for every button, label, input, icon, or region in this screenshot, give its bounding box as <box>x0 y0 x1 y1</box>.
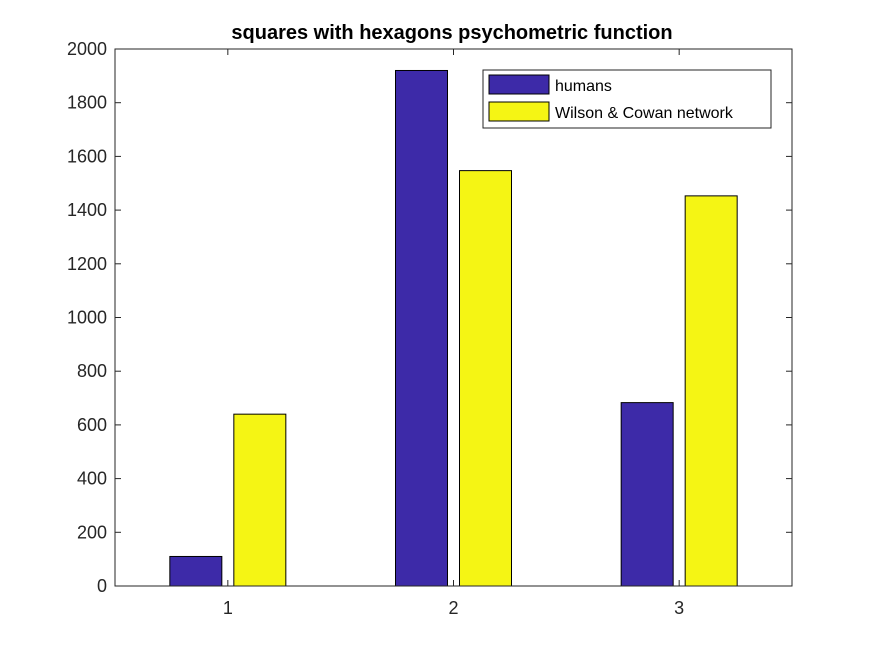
x-tick-label: 1 <box>223 598 233 618</box>
y-tick-label: 1800 <box>67 93 107 113</box>
bar-wilson-cowan-1 <box>233 413 287 587</box>
chart-title: squares with hexagons psychometric funct… <box>231 22 672 44</box>
y-tick-label: 600 <box>77 415 107 435</box>
y-tick-label: 1000 <box>67 308 107 328</box>
y-tick-label: 2000 <box>67 39 107 59</box>
y-tick-label: 1400 <box>67 200 107 220</box>
legend-label-humans: humans <box>555 78 612 95</box>
y-tick-label: 200 <box>77 522 107 542</box>
bar-humans-1 <box>169 555 223 587</box>
legend-swatch-humans <box>488 74 550 95</box>
legend: humans Wilson & Cowan network <box>482 69 772 129</box>
plot-area <box>115 49 792 586</box>
legend-swatch-wilson-cowan <box>488 101 550 122</box>
y-tick-label: 1600 <box>67 146 107 166</box>
y-tick-label: 1200 <box>67 254 107 274</box>
x-axis: 1 2 3 <box>223 49 684 618</box>
y-axis: 0 200 400 600 800 1000 1200 1400 1600 1800 2000 <box>67 39 792 596</box>
bar-humans-2 <box>395 69 448 587</box>
y-tick-label: 800 <box>77 361 107 381</box>
bars-group <box>169 69 738 587</box>
y-tick-label: 400 <box>77 469 107 489</box>
axes-box <box>114 48 793 587</box>
y-tick-label: 0 <box>97 576 107 596</box>
bar-wilson-cowan-2 <box>459 170 512 587</box>
x-tick-label: 3 <box>674 598 684 618</box>
x-tick-label: 2 <box>448 598 458 618</box>
legend-label-wilson-cowan: Wilson & Cowan network <box>555 105 734 122</box>
bar-humans-3 <box>620 402 674 587</box>
bar-wilson-cowan-3 <box>684 195 738 587</box>
